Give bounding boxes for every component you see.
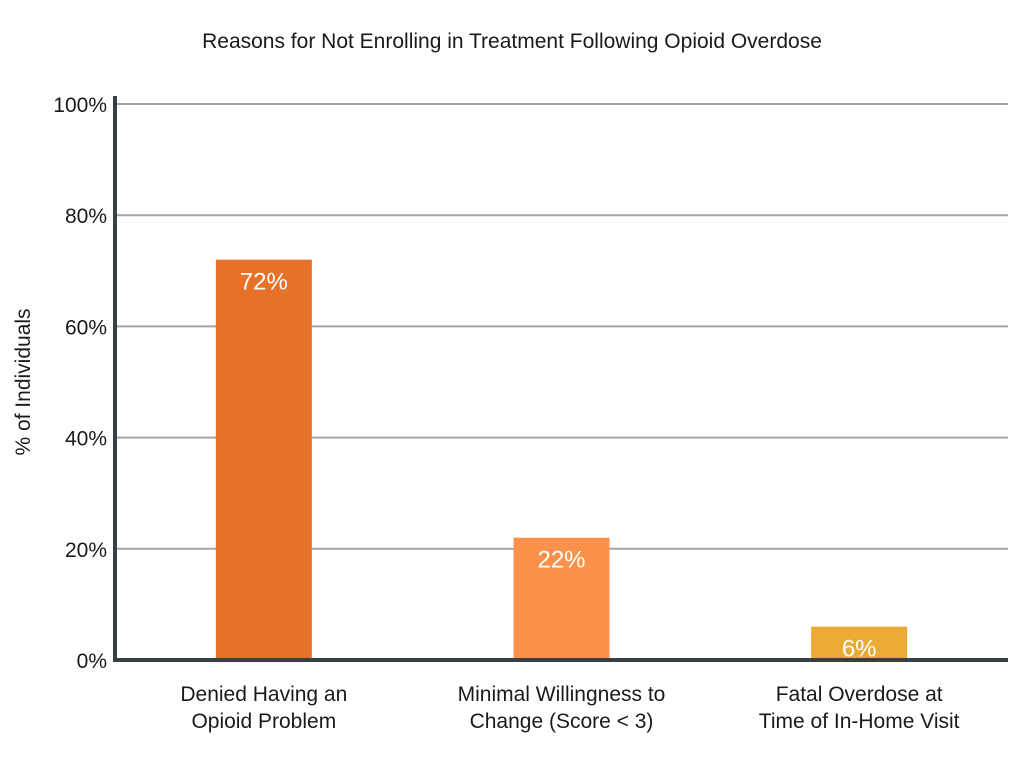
x-category-label: Change (Score < 3) (470, 710, 654, 733)
y-tick-label: 100% (53, 94, 107, 117)
x-category-label: Denied Having an (180, 683, 347, 706)
y-tick-label: 80% (65, 205, 107, 228)
bar[interactable] (215, 259, 312, 660)
bar[interactable] (513, 537, 610, 660)
y-tick-label: 0% (77, 650, 107, 673)
bar-value-label: 22% (537, 547, 585, 574)
y-tick-label: 60% (65, 316, 107, 339)
bars (215, 259, 908, 660)
bar-value-label: 72% (240, 269, 288, 296)
x-category-label: Opioid Problem (191, 710, 336, 733)
y-tick-label: 40% (65, 428, 107, 451)
y-tick-label: 20% (65, 539, 107, 562)
axes (113, 96, 1008, 662)
x-category-label: Time of In-Home Visit (759, 710, 960, 733)
y-axis-title: % of Individuals (12, 308, 35, 455)
chart-title: Reasons for Not Enrolling in Treatment F… (202, 30, 822, 53)
x-category-label: Minimal Willingness to (458, 683, 666, 706)
bar[interactable] (811, 626, 908, 660)
x-category-label: Fatal Overdose at (776, 683, 943, 706)
labels: 0% 20% 40% 60% 80% 100% 72% Denied Having an Opi… (12, 94, 960, 733)
bar-value-label: 6% (842, 636, 877, 663)
